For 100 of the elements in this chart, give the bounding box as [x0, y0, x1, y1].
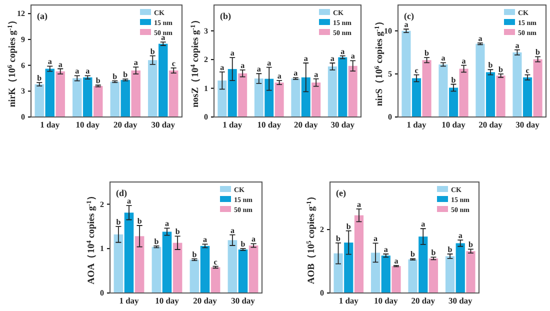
y-tick-label: 1 — [204, 84, 208, 93]
bar — [254, 78, 264, 117]
annotation: b — [37, 74, 42, 83]
bar — [114, 234, 124, 293]
annotation: a — [127, 196, 131, 206]
y-tick-label: 0 — [388, 112, 392, 122]
annotation: a — [330, 54, 334, 64]
annotation: b — [498, 64, 504, 74]
bar — [328, 66, 337, 117]
bar — [418, 236, 428, 293]
annotation: b — [240, 240, 246, 249]
annotation: a — [240, 60, 245, 70]
x-tick-label: 30 day — [516, 120, 540, 130]
bar — [110, 82, 120, 117]
y-tick-label: 3 — [21, 86, 25, 96]
annotation: b — [346, 222, 352, 231]
y-tick-label: 10 — [384, 26, 392, 36]
x-tick-label: 20 day — [478, 120, 504, 130]
annotation: a — [252, 234, 256, 244]
bar — [56, 71, 65, 117]
x-tick-label: 30 day — [330, 120, 356, 130]
y-tick-label: 2 — [100, 200, 104, 209]
bar — [200, 246, 210, 293]
bar — [486, 72, 496, 117]
bar — [218, 80, 227, 117]
y-tick-label: 6 — [21, 60, 25, 70]
x-tick-label: 10 day — [76, 120, 100, 130]
annotation: b — [410, 250, 416, 259]
annotation: a — [458, 231, 462, 240]
annotation: b — [112, 72, 118, 81]
annotation: a — [515, 40, 520, 50]
bar — [162, 232, 172, 293]
annotation: a — [75, 66, 80, 76]
bar — [274, 82, 284, 117]
annotation: c — [214, 257, 218, 266]
bar — [459, 68, 468, 117]
bar — [445, 256, 455, 293]
bar — [190, 260, 200, 293]
y-tick-label: 5 — [388, 69, 392, 78]
bar — [158, 44, 168, 117]
bar — [533, 59, 542, 117]
annotation: b — [336, 234, 342, 243]
bar — [448, 88, 458, 117]
annotation: b — [536, 48, 541, 57]
annotation: b — [424, 48, 430, 58]
annotation: a — [48, 57, 52, 66]
bar — [354, 215, 364, 293]
bar — [334, 253, 343, 293]
y-tick-label: 3 — [204, 26, 208, 36]
annotation: a — [267, 58, 272, 68]
annotation: b — [116, 217, 122, 226]
annotation: a — [86, 66, 90, 76]
bar — [248, 245, 258, 293]
y-tick-label: 0 — [204, 112, 208, 122]
annotation: b — [448, 244, 453, 254]
y-tick-label: 0 — [21, 112, 25, 122]
bar — [348, 66, 358, 117]
annotation: a — [220, 62, 224, 72]
text: (e) — [336, 188, 346, 198]
annotation: a — [404, 20, 408, 30]
annotation: b — [175, 227, 180, 236]
x-tick-label: 30 day — [231, 296, 256, 306]
annotation: a — [165, 219, 169, 228]
annotation: a — [203, 235, 207, 244]
bar — [370, 252, 380, 293]
annotation: a — [230, 48, 234, 58]
annotation: a — [294, 68, 298, 78]
bar — [402, 30, 411, 117]
bar — [422, 60, 432, 117]
bar — [72, 78, 82, 117]
annotation: b — [488, 60, 494, 70]
x-tick-label: 10 day — [374, 296, 399, 306]
x-tick-label: 1 day — [338, 296, 360, 306]
annotation: c — [172, 58, 176, 68]
bar — [392, 266, 401, 293]
bar — [168, 70, 178, 117]
text: (d) — [116, 188, 127, 198]
bar — [83, 77, 92, 117]
annotation: a — [441, 54, 446, 63]
x-tick-label: 1 day — [222, 120, 243, 130]
bar — [381, 256, 390, 293]
annotation: b — [150, 46, 156, 56]
annotation: a — [394, 256, 398, 266]
bar — [148, 60, 158, 117]
bar — [120, 80, 130, 117]
annotation: a — [462, 56, 466, 66]
bar — [152, 246, 162, 293]
bar — [496, 76, 506, 117]
bar — [124, 212, 134, 293]
annotation: a — [478, 34, 482, 43]
bar — [344, 242, 354, 293]
annotation: b — [137, 216, 142, 226]
annotation: a — [350, 52, 355, 61]
annotation: a — [314, 70, 318, 79]
text: (b) — [220, 11, 231, 21]
bar — [312, 82, 321, 117]
bar — [466, 251, 476, 293]
x-tick-label: 20 day — [193, 296, 218, 306]
bar — [338, 57, 348, 117]
annotation: b — [468, 240, 474, 250]
